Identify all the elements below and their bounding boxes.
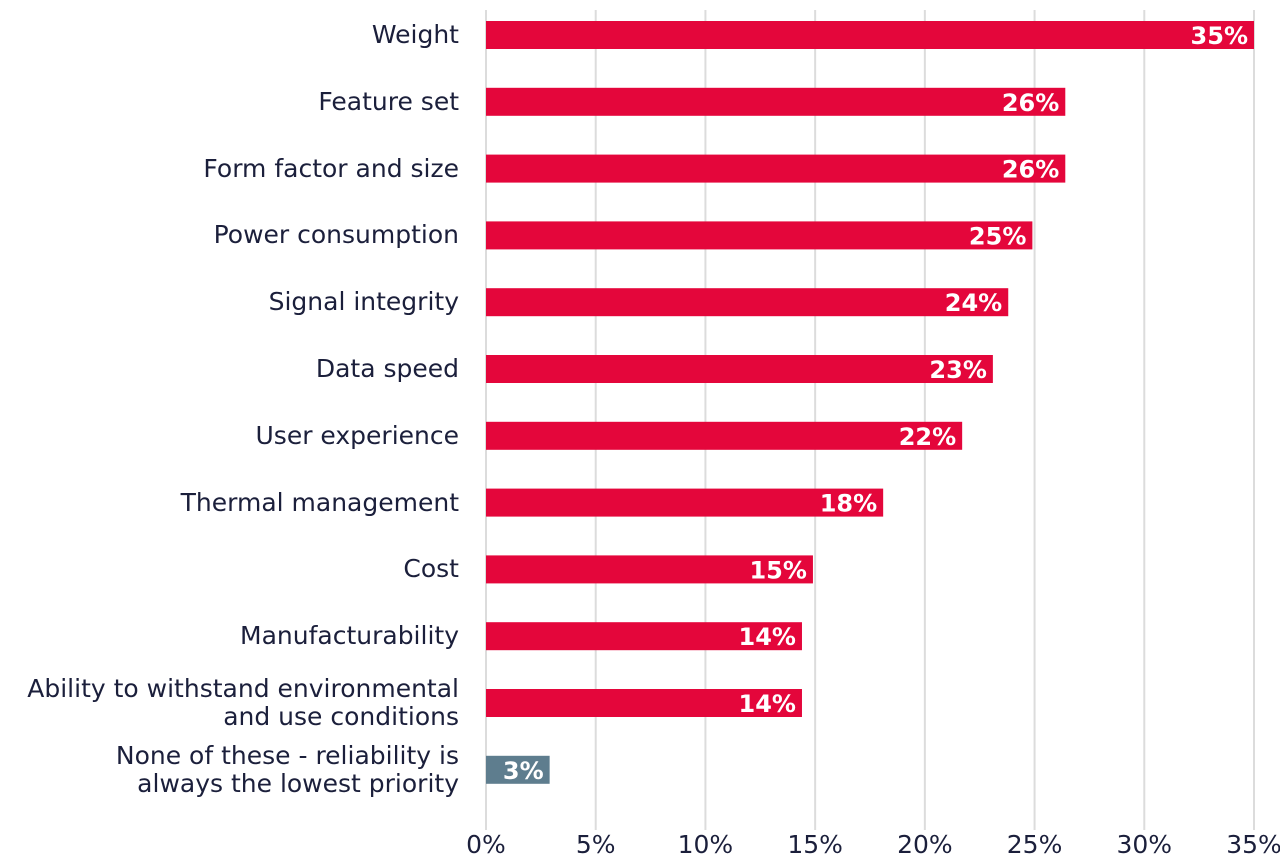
- x-tick-label: 20%: [897, 830, 953, 857]
- category-label: None of these - reliability is always th…: [115, 740, 459, 798]
- bar: [486, 488, 884, 517]
- bar: [486, 87, 1066, 116]
- value-label: 23%: [929, 356, 986, 384]
- x-tick-label: 15%: [787, 830, 843, 857]
- category-label: Thermal management: [180, 487, 459, 517]
- category-label: Data speed: [315, 354, 459, 383]
- value-label: 14%: [739, 623, 796, 651]
- category-label: Cost: [403, 554, 459, 584]
- bar: [486, 154, 1066, 183]
- category-label: Signal integrity: [268, 287, 459, 317]
- category-label: Feature set: [318, 86, 459, 116]
- value-label: 24%: [945, 289, 1002, 317]
- bar: [486, 221, 1033, 250]
- value-label: 18%: [820, 490, 877, 518]
- value-label: 26%: [1002, 156, 1059, 184]
- category-label: Power consumption: [213, 220, 459, 250]
- bar: [486, 21, 1254, 49]
- category-label: Form factor and size: [203, 153, 459, 183]
- category-label: User experience: [255, 420, 460, 450]
- x-tick-label: 30%: [1116, 830, 1172, 857]
- value-label: 15%: [749, 556, 806, 584]
- value-label: 26%: [1002, 89, 1059, 117]
- value-label: 22%: [899, 423, 956, 451]
- bar: [486, 689, 802, 717]
- category-label: Ability to withstand environmental and u…: [27, 674, 459, 731]
- value-label: 14%: [739, 690, 796, 718]
- value-label: 25%: [969, 222, 1026, 250]
- bar: [486, 622, 802, 651]
- category-label: Manufacturability: [240, 621, 459, 651]
- bar: [486, 355, 993, 383]
- bar: [486, 755, 550, 784]
- value-label: 3%: [503, 757, 544, 785]
- value-label: 35%: [1191, 22, 1248, 50]
- bar: [486, 288, 1009, 317]
- x-tick-label: 0%: [466, 830, 506, 857]
- bar: [486, 421, 963, 450]
- x-tick-label: 10%: [678, 830, 734, 857]
- bar: [486, 555, 813, 584]
- x-tick-label: 5%: [576, 830, 616, 857]
- category-label: Weight: [371, 20, 459, 49]
- x-tick-label: 25%: [1007, 830, 1063, 857]
- x-tick-label: 35%: [1226, 830, 1280, 857]
